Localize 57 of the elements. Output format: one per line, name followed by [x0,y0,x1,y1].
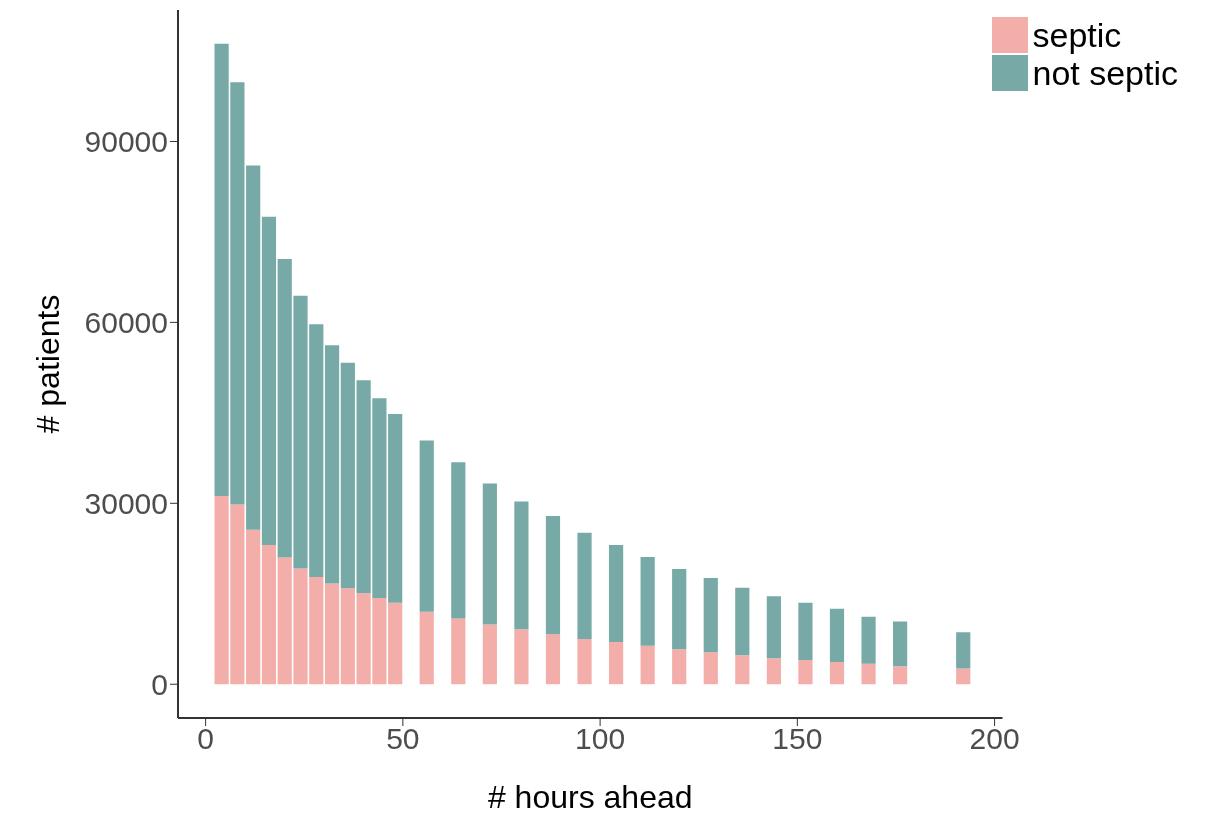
bar [577,639,592,685]
bar [246,529,261,685]
bar [829,661,845,685]
bar [324,583,340,685]
bar [766,596,781,659]
bar [735,655,750,685]
x-axis-title: # hours ahead [487,779,693,815]
y-tick-label: 30000 [84,486,168,520]
x-tick-label: 100 [575,722,626,756]
bar [672,649,687,685]
bar [514,501,529,630]
bar [577,532,592,639]
bar [340,362,355,589]
bar [956,632,971,669]
bar [545,515,561,635]
bar [451,618,466,685]
bar [640,645,655,685]
bar [419,440,434,612]
y-tick-label: 60000 [84,306,168,340]
bar [388,602,403,685]
x-tick-label: 200 [969,722,1020,756]
bar [545,634,561,685]
bar [388,414,403,603]
bar [798,602,813,661]
bar [861,616,876,664]
bar [419,611,434,685]
bar [608,642,624,685]
bar [246,165,261,530]
bar [766,658,781,685]
bar [893,666,908,685]
bar [703,652,718,685]
y-tick-label: 0 [151,667,168,701]
bar [861,663,876,685]
x-tick-label: 150 [772,722,823,756]
bar [514,629,529,685]
bar [893,621,908,667]
bar [482,624,497,685]
bar [956,668,971,685]
bar [798,660,813,685]
x-tick-label: 0 [197,722,214,756]
bar [482,483,497,625]
bar [324,345,340,584]
bar [451,462,466,619]
y-axis-title: # patients [30,294,67,434]
legend-label: not septic [1032,54,1178,92]
bar [261,544,277,685]
bar [640,556,655,646]
bar [703,578,718,653]
bar [261,216,277,545]
bar [340,588,355,685]
x-tick-label: 50 [386,722,420,756]
legend-label: septic [1032,16,1122,54]
bar [608,544,624,643]
bar [735,587,750,656]
bar [672,569,687,650]
y-tick-label: 90000 [84,125,168,159]
bar [829,608,845,662]
